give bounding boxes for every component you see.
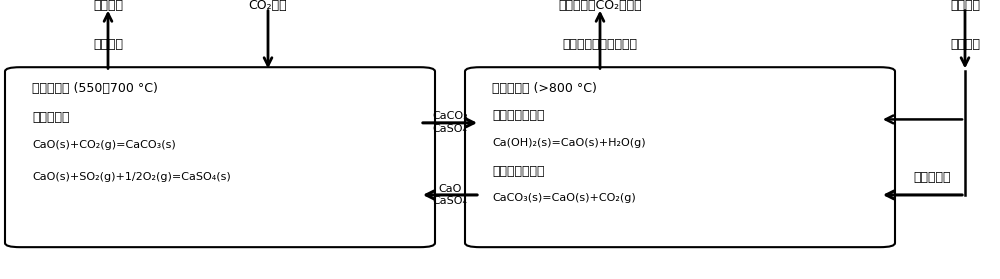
- Text: 少量失活: 少量失活: [950, 0, 980, 12]
- Text: CO₂烟气: CO₂烟气: [249, 0, 287, 12]
- Text: 首次煅烧反应：: 首次煅烧反应：: [492, 109, 544, 122]
- Text: 的吸收剂: 的吸收剂: [950, 38, 980, 51]
- Text: CaSO₄: CaSO₄: [432, 124, 468, 134]
- Text: CaSO₄: CaSO₄: [432, 196, 468, 206]
- FancyBboxPatch shape: [5, 67, 435, 247]
- Text: 脱硫脱碳: 脱硫脱碳: [93, 0, 123, 12]
- Text: CaO(s)+SO₂(g)+1/2O₂(g)=CaSO₄(s): CaO(s)+SO₂(g)+1/2O₂(g)=CaSO₄(s): [32, 172, 231, 182]
- Text: CaCO₃(s)=CaO(s)+CO₂(g): CaCO₃(s)=CaO(s)+CO₂(g): [492, 193, 636, 203]
- Text: 其余煅烧反应：: 其余煅烧反应：: [492, 165, 544, 178]
- Text: CaO(s)+CO₂(g)=CaCO₃(s): CaO(s)+CO₂(g)=CaCO₃(s): [32, 140, 176, 150]
- Text: Ca(OH)₂(s)=CaO(s)+H₂O(g): Ca(OH)₂(s)=CaO(s)+H₂O(g): [492, 138, 646, 148]
- Text: 将高浓度的CO₂气体资: 将高浓度的CO₂气体资: [558, 0, 642, 12]
- Text: 后的气体: 后的气体: [93, 38, 123, 51]
- Text: 源化利用或压缩后封存: 源化利用或压缩后封存: [562, 38, 638, 51]
- Text: 新鲜电石渣: 新鲜电石渣: [914, 171, 951, 184]
- Text: 主要反应：: 主要反应：: [32, 111, 70, 124]
- FancyBboxPatch shape: [465, 67, 895, 247]
- Text: 碳化反应器 (550～700 °C): 碳化反应器 (550～700 °C): [32, 82, 158, 95]
- Text: 煅烧反应器 (>800 °C): 煅烧反应器 (>800 °C): [492, 82, 597, 95]
- Text: CaCO₃: CaCO₃: [432, 112, 468, 121]
- Text: CaO: CaO: [438, 184, 462, 194]
